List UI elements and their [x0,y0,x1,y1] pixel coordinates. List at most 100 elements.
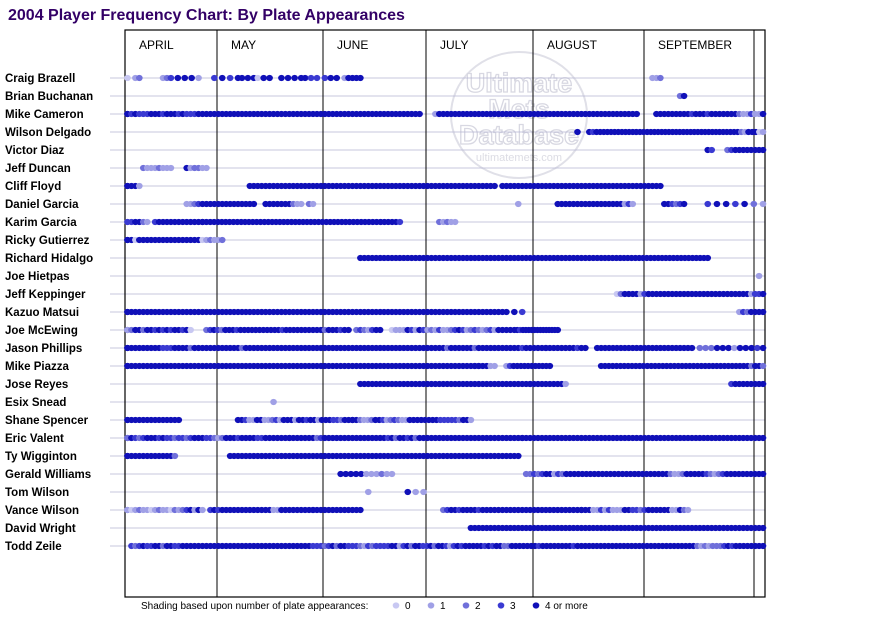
legend-swatch-2 [462,602,470,609]
appearance-dot [136,182,143,190]
legend-level-label: 2 [475,601,481,612]
appearance-dot [313,74,321,82]
player-label: Jose Reyes [5,379,68,391]
appearance-dot [696,344,704,352]
player-label: Mike Cameron [5,109,84,121]
legend-level-label: 4 or more [545,601,588,612]
chart-title: 2004 Player Frequency Chart: By Plate Ap… [8,7,405,24]
appearance-dot [238,74,246,82]
legend-level-label: 3 [510,601,516,612]
legend-swatch-1 [427,602,435,609]
appearance-dot [195,74,202,82]
player-label: David Wright [5,523,76,535]
appearance-dot [333,74,341,82]
appearance-dot [342,470,350,478]
appearance-dot [722,200,730,208]
watermark-line2: Mets [488,94,550,124]
appearance-dot [562,380,569,388]
month-label-september: SEPTEMBER [658,38,732,52]
player-label: Cliff Floyd [5,181,61,193]
appearance-dot [574,128,581,136]
appearance-dot [514,452,522,460]
watermark-line3: Database [459,120,579,150]
watermark-line1: Ultimate [466,68,573,98]
appearance-dot [657,74,664,82]
appearance-dot [357,506,364,514]
appearance-dot [211,74,218,82]
appearance-dot [171,452,179,460]
appearance-dot [511,308,518,316]
appearance-dot [732,200,739,208]
appearance-dot [503,308,510,316]
appearance-dot [416,110,423,118]
appearance-dot [187,326,194,334]
player-label: Jason Phillips [5,343,82,355]
watermark-url: ultimatemets.com [476,152,562,164]
appearance-dot [708,146,715,154]
player-label: Tom Wilson [5,487,69,499]
appearance-dot [218,236,226,244]
player-label: Wilson Delgado [5,127,91,139]
appearance-dot [309,200,317,208]
month-labels: APRIL MAY JUNE JULY AUGUST SEPTEMBER [139,38,732,52]
appearance-dot [546,362,554,370]
appearance-dot [680,92,688,100]
appearance-dot [742,344,750,352]
appearance-dot [203,164,210,172]
appearance-dot [357,470,365,478]
player-label: Joe Hietpas [5,271,70,283]
player-label: Shane Spencer [5,415,89,427]
appearance-dot [704,254,712,262]
appearance-dot [755,272,763,280]
appearance-dot [307,74,315,82]
legend-swatch-3 [497,602,505,609]
appearance-dot [181,74,189,82]
watermark-logo: Ultimate Mets Database ultimatemets.com [450,51,588,179]
appearance-dot [759,128,767,136]
appearance-dot [736,344,744,352]
month-label-june: JUNE [337,38,368,52]
appearance-dot [124,74,131,82]
appearance-dot [759,308,767,316]
appearance-dot [368,470,375,478]
appearance-dot [713,344,721,352]
appearance-dot [260,74,267,82]
player-label: Richard Hidalgo [5,253,93,265]
appearance-dot [451,218,459,226]
appearance-dot [582,344,589,352]
appearance-dot [680,200,688,208]
appearance-dot [250,200,258,208]
appearance-dot [708,344,715,352]
legend: Shading based upon number of plate appea… [141,601,588,612]
appearance-dot [753,344,761,352]
appearance-dot [396,218,404,226]
month-label-april: APRIL [139,38,174,52]
player-label: Vance Wilson [5,505,79,517]
player-label: Jeff Keppinger [5,289,86,301]
player-labels: Craig Brazell Brian Buchanan Mike Cameron W… [5,73,93,553]
player-label: Ricky Gutierrez [5,235,90,247]
player-label: Brian Buchanan [5,91,93,103]
legend-swatch-4 [532,602,540,609]
appearance-dot [759,344,767,352]
player-label: Ty Wigginton [5,451,77,463]
appearance-dot [388,470,396,478]
legend-swatch-0 [392,602,400,609]
appearance-dot [301,74,309,82]
appearance-dot [167,74,175,82]
appearance-dot [491,362,498,370]
player-label: Esix Snead [5,397,66,409]
player-label: Mike Piazza [5,361,70,373]
month-label-august: AUGUST [547,38,598,52]
appearance-dot [378,470,386,478]
player-label: Gerald Williams [5,469,91,481]
appearance-dot [226,74,234,82]
appearance-dot [175,416,183,424]
player-label: Craig Brazell [5,73,75,85]
appearance-dot [244,74,252,82]
appearance-dot [284,74,292,82]
appearance-dot [376,326,384,334]
appearance-dot [704,200,712,208]
player-label: Victor Diaz [5,145,64,157]
